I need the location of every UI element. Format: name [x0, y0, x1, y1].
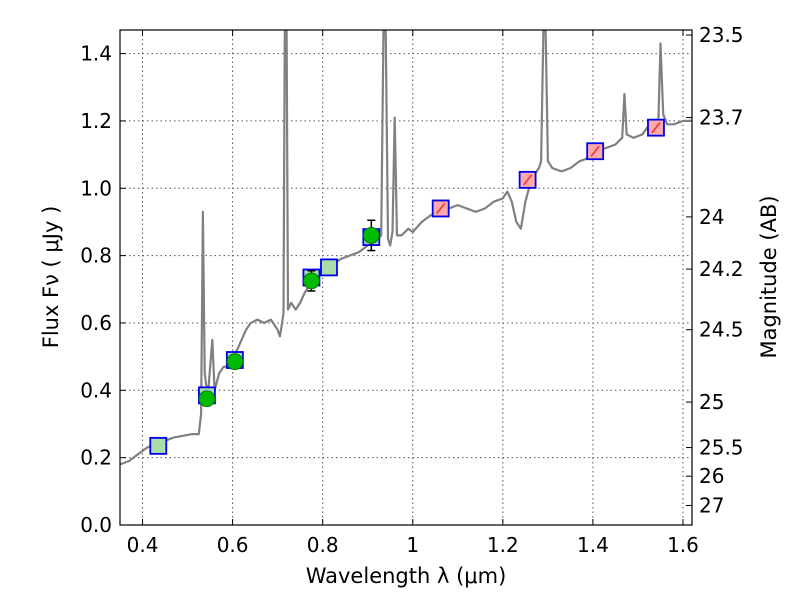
upper-limit-marker — [522, 174, 533, 186]
y2-tick-label: 24.5 — [699, 318, 744, 342]
y-tick-label: 0.6 — [80, 311, 112, 335]
y-tick-label: 1.0 — [80, 176, 112, 200]
x-axis-title: Wavelength λ (μm) — [306, 564, 507, 588]
x-tick-label: 1.6 — [667, 533, 699, 557]
y2-tick-label: 26 — [699, 464, 724, 488]
x-tick-labels: 0.4 0.6 0.8 1 1.2 1.4 1.6 — [127, 533, 699, 557]
y2-axis-title: Magnitude (AB) — [757, 195, 781, 358]
y-tick-label: 0.2 — [80, 446, 112, 470]
observed-point — [362, 227, 380, 244]
y2-tick-label: 27 — [699, 493, 724, 517]
y-tick-label: 0.8 — [80, 244, 112, 268]
observed-point — [226, 353, 244, 371]
y2-tick-label: 25 — [699, 390, 724, 414]
grid-lines — [120, 30, 692, 526]
x-tick-label: 0.6 — [217, 533, 249, 557]
observed-point — [198, 390, 216, 408]
upper-limit-marker — [590, 145, 600, 157]
y2-tick-label: 24.2 — [699, 257, 744, 281]
y2-tick-labels: 23.5 23.7 24 24.2 24.5 25 25.5 26 27 — [699, 23, 744, 517]
x-tick-label: 1.2 — [487, 533, 519, 557]
observed-layer — [198, 122, 661, 408]
x-tick-label: 1.4 — [577, 533, 609, 557]
model-photometry-square — [320, 258, 338, 277]
y-tick-label: 1.4 — [80, 42, 112, 66]
x-tick-label: 1 — [406, 533, 419, 557]
upper-limit-marker — [436, 202, 446, 214]
y-tick-label: 0.0 — [80, 513, 112, 537]
x-tick-label: 0.4 — [127, 533, 159, 557]
y-tick-label: 0.4 — [80, 378, 112, 402]
y-tick-labels: 0.0 0.2 0.4 0.6 0.8 1.0 1.2 1.4 — [80, 42, 112, 537]
upper-limit-marker — [651, 122, 661, 134]
y-axis-title: Flux Fν ( μJy ) — [39, 206, 63, 349]
model-photometry-layer — [149, 118, 665, 455]
y-tick-label: 1.2 — [80, 109, 112, 133]
model-photometry-square — [149, 436, 168, 455]
tick-marks — [120, 30, 692, 526]
observed-point — [303, 272, 320, 290]
x-tick-label: 0.8 — [307, 533, 339, 557]
y2-tick-label: 23.7 — [699, 106, 744, 130]
y2-tick-label: 24 — [699, 205, 724, 229]
plot-frame — [119, 29, 693, 526]
y2-tick-label: 23.5 — [699, 23, 744, 47]
y2-tick-label: 25.5 — [699, 436, 744, 460]
